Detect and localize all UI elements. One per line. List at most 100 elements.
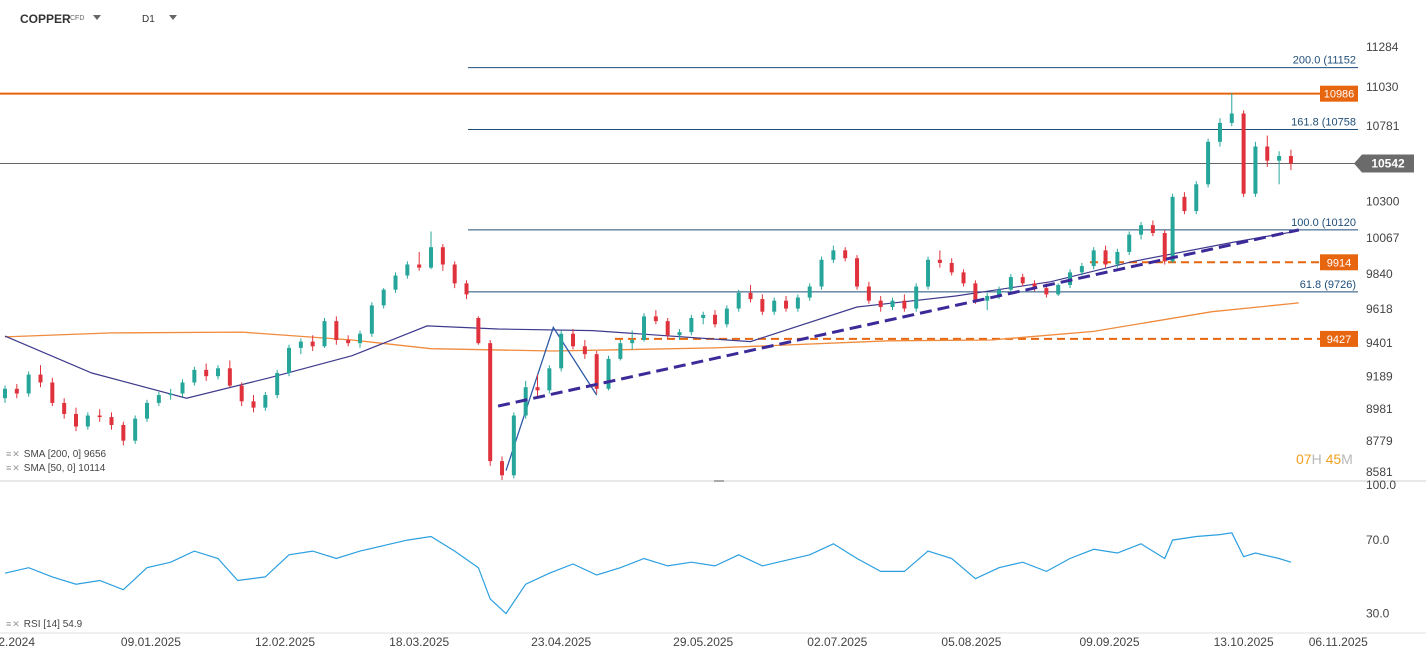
timeframe-dropdown-chevron-icon[interactable] (169, 15, 177, 20)
candle-body (571, 333, 576, 347)
candle-body (1277, 155, 1282, 161)
x-tick-label: 03.12.2024 (0, 635, 35, 649)
candle-body (417, 264, 422, 268)
candle-body (677, 332, 682, 336)
candle-body (618, 343, 623, 359)
x-tick-label: 02.07.2025 (807, 635, 867, 649)
candle-body (736, 292, 741, 309)
countdown-minutes-unit: M (1341, 451, 1353, 467)
candle-body (748, 292, 753, 300)
candle-body (275, 373, 280, 396)
candle-body (1056, 284, 1061, 295)
candle-body (50, 382, 55, 403)
legend-settings-icon[interactable]: ≡✕ (6, 619, 21, 629)
y-tick-label: 9189 (1366, 369, 1393, 383)
countdown-hours: 07 (1296, 451, 1312, 467)
candle-body (239, 385, 244, 402)
candle-body (559, 333, 564, 369)
candle-body (1229, 113, 1234, 123)
candle-body (310, 341, 315, 347)
candle-body (287, 347, 292, 374)
candle-body (405, 264, 410, 276)
level-price-tag (1320, 330, 1358, 347)
level-price-tag (1320, 85, 1358, 102)
candle-body (878, 300, 883, 307)
rsi-legend[interactable]: ≡✕ RSI [14] 54.9 (6, 619, 82, 630)
candle-body (168, 393, 173, 396)
y-tick-label: 10067 (1366, 231, 1400, 245)
candle-body (831, 250, 836, 260)
y-tick-label: 8779 (1366, 434, 1393, 448)
candle-body (594, 354, 599, 389)
candle-body (1288, 155, 1293, 164)
candle-body (535, 387, 540, 391)
timeframe-select[interactable]: D1 (142, 14, 155, 25)
candle-body (62, 402, 67, 414)
candle-body (85, 415, 90, 427)
x-tick-label: 13.10.2025 (1214, 635, 1274, 649)
sma200-legend-text: SMA [200, 0] 9656 (23, 449, 107, 460)
candle-body (961, 272, 966, 284)
candle-body (14, 388, 19, 394)
candle-body (393, 275, 398, 290)
candle-body (322, 321, 327, 347)
candle-body (582, 346, 587, 355)
candle-body (97, 415, 102, 418)
candle-body (1020, 277, 1025, 284)
rsi-y-tick-label: 100.0 (1366, 478, 1396, 492)
candle-body (1008, 277, 1013, 290)
fib-level-label: 61.8 (9726) (1300, 279, 1356, 291)
candle-body (701, 314, 706, 318)
candle-body (807, 286, 812, 298)
y-tick-label: 10781 (1366, 119, 1400, 133)
candle-body (145, 402, 150, 419)
candle-body (1206, 141, 1211, 185)
x-tick-label: 06.11.2025 (1309, 635, 1368, 649)
bar-countdown-timer: 07H 45M (1296, 451, 1353, 467)
candle-body (997, 289, 1002, 296)
candle-body (713, 314, 718, 325)
candle-body (251, 401, 256, 408)
candle-body (429, 247, 434, 268)
candle-body (973, 283, 978, 301)
symbol-dropdown-chevron-icon[interactable] (93, 15, 101, 20)
legend-settings-icon[interactable]: ≡✕ (6, 463, 21, 473)
candle-body (464, 283, 469, 295)
candle-body (630, 340, 635, 344)
candle-body (1253, 146, 1258, 194)
candle-body (926, 259, 931, 287)
candle-body (358, 333, 363, 344)
candle-body (263, 395, 268, 408)
candle-body (1103, 250, 1108, 265)
candle-body (1079, 266, 1084, 273)
candle-body (1044, 288, 1049, 295)
x-tick-label: 18.03.2025 (389, 635, 449, 649)
candle-body (180, 382, 185, 394)
candle-body (440, 247, 445, 265)
sma200-legend[interactable]: ≡✕ SMA [200, 0] 9656 (6, 449, 106, 460)
y-tick-label: 8581 (1366, 465, 1393, 479)
candle-body (1150, 225, 1155, 234)
candle-body (1091, 250, 1096, 267)
x-tick-label: 29.05.2025 (673, 635, 733, 649)
candle-body (1194, 184, 1199, 212)
sma200-line (4, 302, 1299, 352)
candle-body (476, 317, 481, 344)
candle-body (985, 295, 990, 301)
x-tick-label: 23.04.2025 (531, 635, 591, 649)
rsi-legend-text: RSI [14] 54.9 (23, 619, 83, 630)
fib-level-label: 200.0 (11152 (1293, 55, 1356, 67)
symbol-label[interactable]: COPPER (20, 12, 71, 26)
candle-body (890, 300, 895, 307)
candle-body (109, 417, 114, 425)
candle-body (156, 395, 161, 403)
level-price-label: 10986 (1324, 89, 1355, 101)
candle-body (760, 299, 765, 312)
legend-settings-icon[interactable]: ≡✕ (6, 449, 21, 459)
trendline (497, 228, 1300, 408)
sma50-legend[interactable]: ≡✕ SMA [50, 0] 10114 (6, 463, 105, 474)
symbol-type: CFD (70, 15, 85, 22)
candle-body (949, 262, 954, 273)
y-tick-label: 11030 (1366, 80, 1399, 94)
